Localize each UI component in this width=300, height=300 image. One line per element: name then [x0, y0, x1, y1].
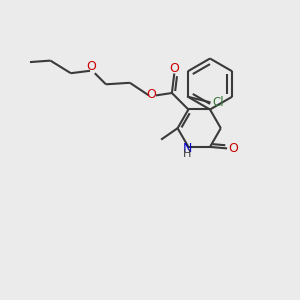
Text: O: O — [86, 60, 96, 73]
Text: O: O — [147, 88, 156, 101]
Text: Cl: Cl — [212, 96, 224, 109]
Text: O: O — [170, 61, 179, 75]
Text: O: O — [228, 142, 238, 155]
Text: N: N — [182, 142, 192, 155]
Text: H: H — [183, 149, 191, 159]
